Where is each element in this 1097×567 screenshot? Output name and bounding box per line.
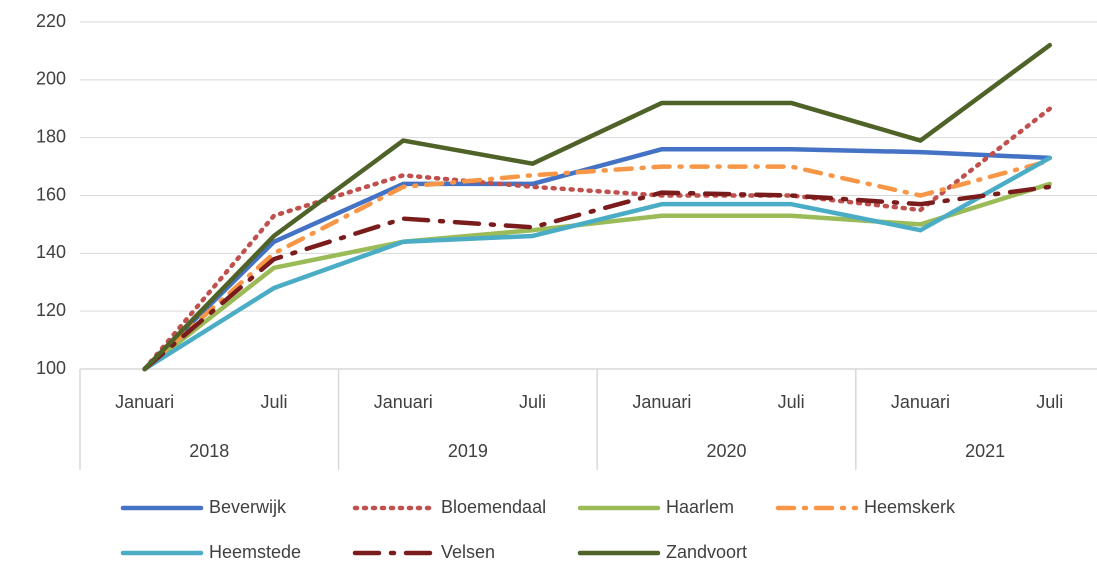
- group-label: 2019: [448, 441, 488, 461]
- x-tick-label: Januari: [115, 392, 174, 412]
- x-tick-label: Januari: [891, 392, 950, 412]
- legend-label: Haarlem: [666, 497, 734, 517]
- legend-label: Beverwijk: [209, 497, 287, 517]
- x-tick-label: Juli: [778, 392, 805, 412]
- series-line: [142, 158, 1052, 372]
- series-line: [142, 181, 1052, 372]
- x-tick-label: Juli: [519, 392, 546, 412]
- legend-label: Bloemendaal: [441, 497, 546, 517]
- legend-label: Heemskerk: [864, 497, 956, 517]
- series-line: [142, 42, 1052, 372]
- series-line: [142, 106, 1052, 372]
- series-line: [142, 184, 1052, 372]
- x-tick-label: Januari: [632, 392, 691, 412]
- legend-label: Velsen: [441, 542, 495, 562]
- y-tick-label: 140: [36, 242, 66, 262]
- y-tick-label: 200: [36, 69, 66, 89]
- group-label: 2018: [189, 441, 229, 461]
- x-tick-label: Januari: [374, 392, 433, 412]
- y-tick-label: 160: [36, 184, 66, 204]
- series-line: [142, 146, 1052, 372]
- y-tick-label: 180: [36, 126, 66, 146]
- series-line: [142, 155, 1052, 372]
- y-tick-label: 100: [36, 358, 66, 378]
- y-tick-label: 120: [36, 300, 66, 320]
- legend-label: Zandvoort: [666, 542, 747, 562]
- x-tick-label: Juli: [1036, 392, 1063, 412]
- y-tick-label: 220: [36, 11, 66, 31]
- group-label: 2021: [965, 441, 1005, 461]
- legend-label: Heemstede: [209, 542, 301, 562]
- group-label: 2020: [706, 441, 746, 461]
- x-tick-label: Juli: [260, 392, 287, 412]
